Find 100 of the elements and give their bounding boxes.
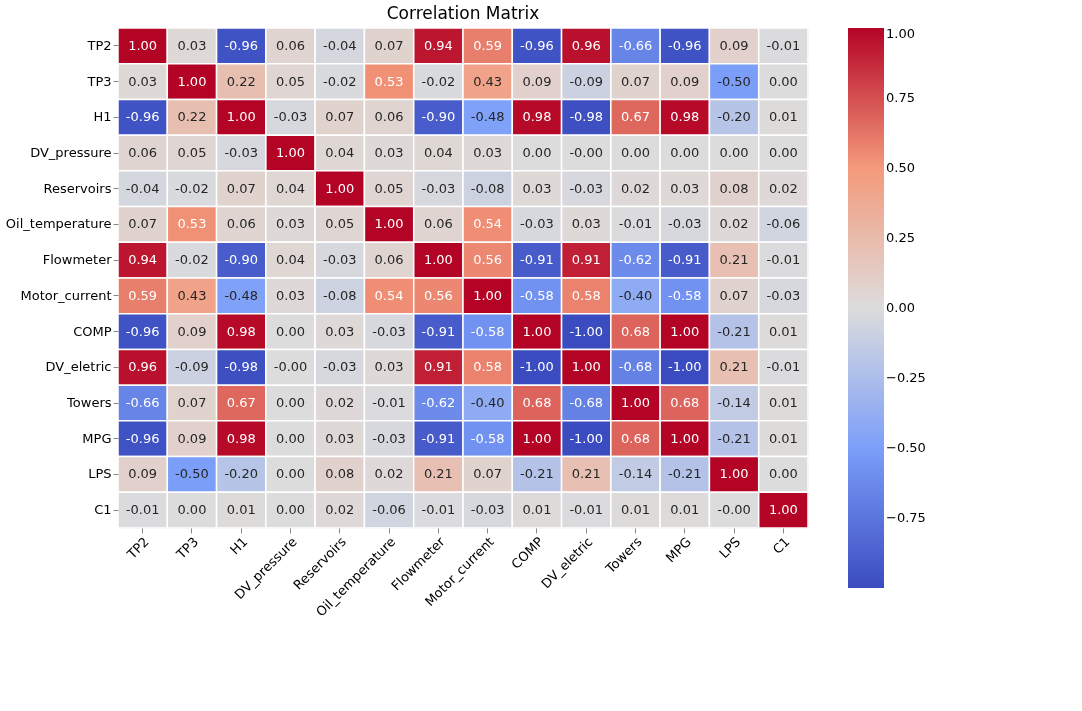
- data-label: 0.98: [226, 430, 256, 446]
- data-label: 0.06: [276, 37, 305, 53]
- x-tick-label: TP3: [172, 534, 202, 563]
- data-label: 0.54: [374, 287, 404, 303]
- y-tick-label: TP3: [86, 73, 112, 89]
- data-label: 0.00: [768, 466, 798, 482]
- data-label: 0.04: [276, 252, 305, 268]
- data-label: 0.02: [719, 216, 749, 232]
- data-label: -0.58: [470, 323, 505, 339]
- data-label: -1.00: [569, 323, 604, 339]
- data-label: -0.21: [717, 430, 751, 446]
- data-label: 1.00: [374, 216, 404, 232]
- data-label: 0.53: [374, 73, 404, 89]
- data-label: 0.56: [423, 287, 453, 303]
- data-label: 0.01: [768, 430, 798, 446]
- data-label: 0.00: [177, 502, 207, 518]
- color-bar-label: −0.50: [886, 440, 926, 455]
- data-label: -0.91: [667, 252, 702, 268]
- y-tick-label: MPG: [82, 430, 112, 446]
- data-label: -0.03: [766, 287, 801, 303]
- data-label: 0.58: [473, 359, 503, 375]
- data-label: -0.03: [224, 145, 259, 160]
- data-label: -0.62: [421, 395, 456, 410]
- data-label: -1.00: [667, 359, 702, 375]
- data-label: 0.02: [621, 180, 650, 196]
- data-label: 0.67: [226, 395, 256, 410]
- data-label: 0.96: [128, 359, 158, 375]
- data-label: 0.98: [522, 109, 552, 125]
- data-label: -0.01: [766, 359, 801, 375]
- data-label: -0.20: [717, 109, 751, 125]
- data-label: 0.03: [522, 180, 552, 196]
- color-bar-label: 0.00: [886, 300, 915, 315]
- data-label: 1.00: [276, 145, 305, 160]
- color-bar-label: −0.25: [886, 370, 926, 385]
- data-label: 0.21: [423, 466, 453, 482]
- data-label: 0.07: [374, 37, 404, 53]
- data-label: -0.90: [421, 109, 456, 125]
- data-label: -0.98: [569, 109, 604, 125]
- data-label: -0.01: [569, 502, 604, 518]
- color-bar-label: −0.75: [886, 510, 926, 525]
- data-label: -0.90: [224, 252, 259, 268]
- data-label: 0.91: [571, 252, 601, 268]
- data-label: 0.03: [276, 216, 305, 232]
- data-label: -0.04: [125, 180, 160, 196]
- data-label: 0.08: [325, 466, 355, 482]
- data-label: 0.01: [768, 395, 798, 410]
- data-label: 0.00: [276, 466, 305, 482]
- data-label: -0.03: [322, 359, 357, 375]
- data-label: 1.00: [177, 73, 207, 89]
- data-label: 0.09: [177, 430, 207, 446]
- data-label: -0.66: [125, 395, 160, 410]
- data-label: -0.14: [618, 466, 653, 482]
- data-label: 0.02: [325, 395, 355, 410]
- data-label: -0.14: [717, 395, 751, 410]
- data-label: 0.96: [571, 37, 601, 53]
- data-label: -0.68: [569, 395, 604, 410]
- data-label: -0.91: [421, 430, 456, 446]
- data-label: 0.04: [423, 145, 453, 160]
- data-label: 0.59: [128, 287, 158, 303]
- data-label: 0.03: [177, 37, 207, 53]
- data-label: 1.00: [423, 252, 453, 268]
- color-bar-label: 0.25: [886, 230, 915, 245]
- data-label: 0.03: [374, 359, 404, 375]
- data-label: 0.01: [226, 502, 256, 518]
- data-label: 0.00: [719, 145, 749, 160]
- data-label: 0.02: [325, 502, 355, 518]
- data-label: 1.00: [473, 287, 503, 303]
- data-label: -0.96: [224, 37, 259, 53]
- data-label: -0.08: [470, 180, 505, 196]
- data-label: -0.91: [520, 252, 554, 268]
- data-label: -0.01: [618, 216, 653, 232]
- y-tick-label: Oil_temperature: [5, 216, 112, 232]
- data-label: 0.00: [276, 430, 305, 446]
- data-label: 0.03: [325, 323, 355, 339]
- data-label: 0.98: [226, 323, 256, 339]
- data-label: -0.00: [717, 502, 751, 518]
- data-label: 0.91: [423, 359, 453, 375]
- data-label: 0.68: [621, 430, 650, 446]
- data-label: -0.03: [372, 323, 406, 339]
- data-label: 0.07: [473, 466, 503, 482]
- data-label: -0.40: [470, 395, 505, 410]
- data-label: -0.09: [569, 73, 604, 89]
- data-label: -0.00: [569, 145, 604, 160]
- data-label: -0.21: [520, 466, 554, 482]
- data-label: 0.09: [670, 73, 700, 89]
- data-label: -0.02: [175, 252, 209, 268]
- data-label: 1.00: [128, 37, 158, 53]
- data-label: -0.96: [520, 37, 554, 53]
- y-tick-label: Towers: [66, 395, 112, 410]
- data-label: 0.07: [226, 180, 256, 196]
- data-label: 0.59: [473, 37, 503, 53]
- data-label: 0.21: [571, 466, 601, 482]
- data-label: 0.58: [571, 287, 601, 303]
- data-label: 1.00: [571, 359, 601, 375]
- data-label: 0.94: [423, 37, 453, 53]
- data-label: 0.06: [226, 216, 256, 232]
- data-label: -0.68: [618, 359, 653, 375]
- data-label: 0.00: [768, 73, 798, 89]
- data-label: 0.09: [177, 323, 207, 339]
- data-label: 0.05: [177, 145, 207, 160]
